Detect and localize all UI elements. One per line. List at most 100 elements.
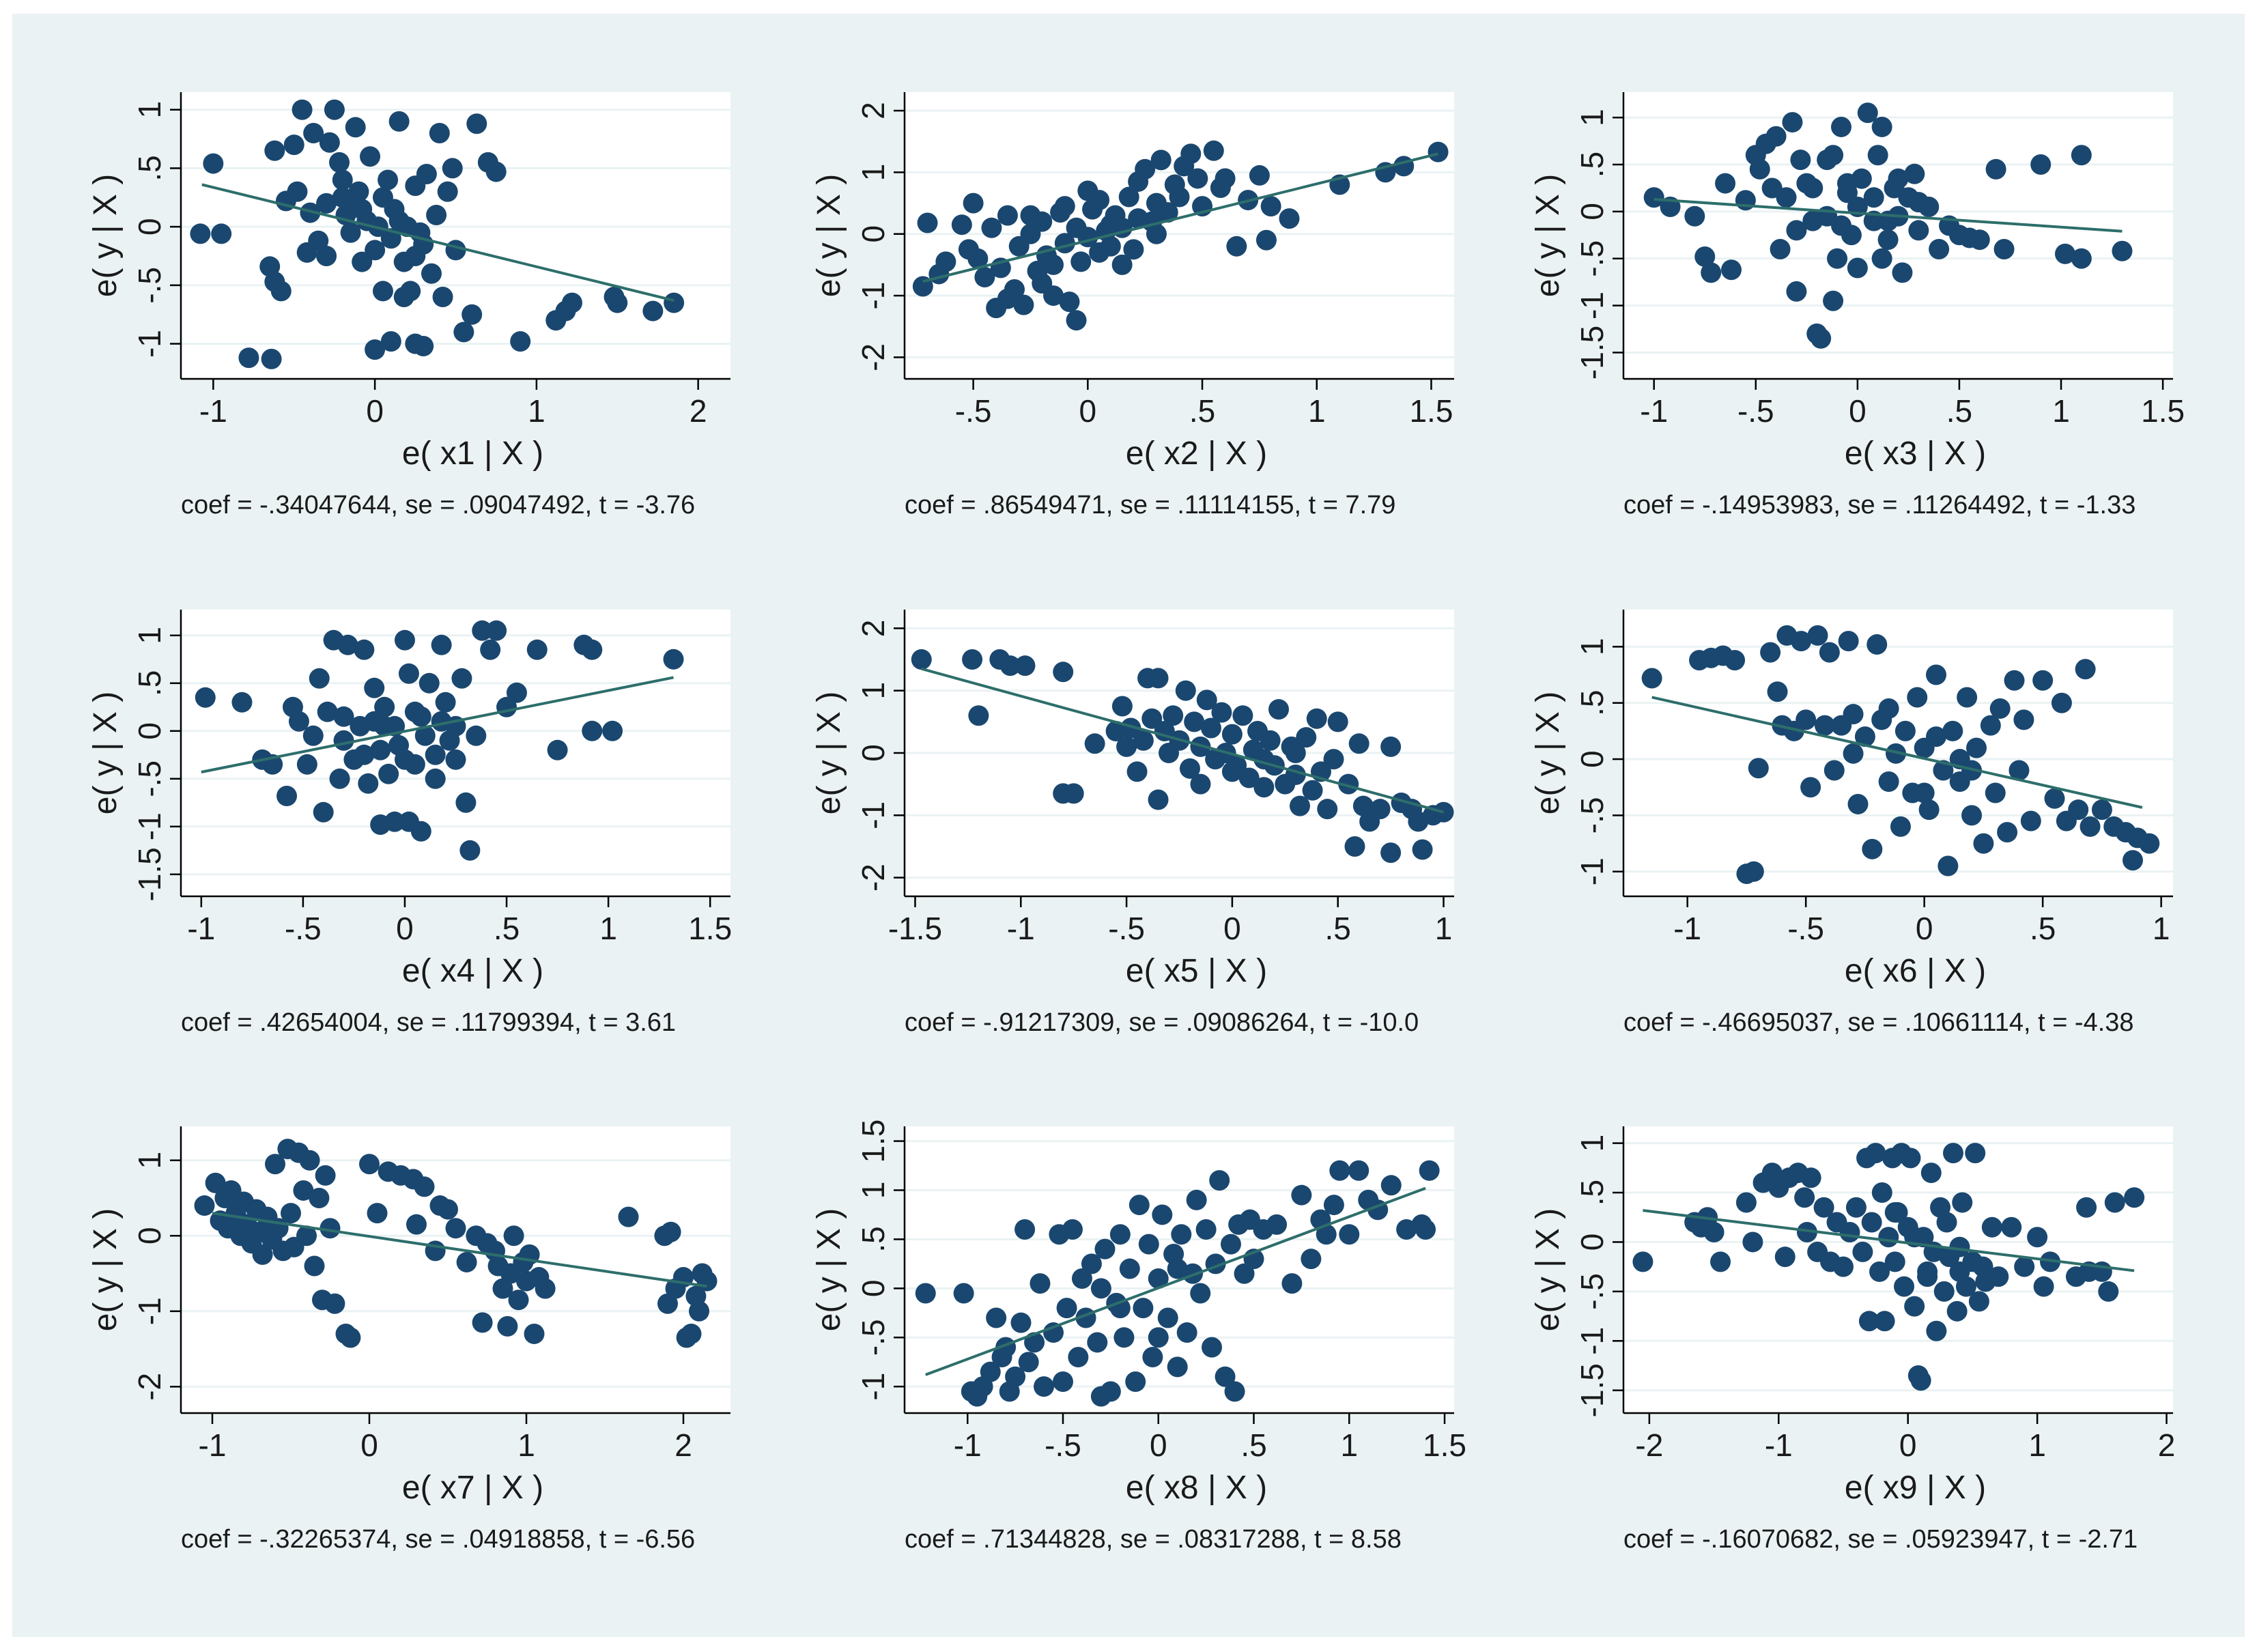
x-axis-title: e( x7 | X ) — [402, 1470, 543, 1506]
data-point — [265, 1154, 285, 1175]
data-point — [1289, 795, 1310, 816]
data-point — [1774, 1247, 1795, 1268]
x-tick-label: -1 — [1640, 393, 1668, 429]
data-point — [1632, 1251, 1653, 1272]
data-point — [1795, 709, 1817, 730]
data-point — [1831, 116, 1852, 137]
data-point — [1782, 112, 1803, 133]
data-point — [1030, 1273, 1051, 1294]
data-point — [445, 1218, 466, 1239]
data-point — [618, 1206, 639, 1227]
data-point — [404, 701, 425, 722]
data-point — [1865, 1143, 1886, 1164]
x-tick-label: 1 — [599, 911, 617, 946]
x-tick-label: 1 — [528, 393, 545, 429]
data-point — [1684, 205, 1705, 227]
data-point — [1238, 767, 1260, 788]
data-point — [1857, 102, 1878, 124]
data-point — [492, 1278, 513, 1299]
data-point — [1767, 681, 1788, 702]
data-point — [388, 210, 410, 231]
x-axis-title: e( x2 | X ) — [1126, 436, 1267, 472]
data-point — [1867, 145, 1888, 166]
x-tick-label: 0 — [1079, 393, 1097, 429]
data-point — [1907, 687, 1928, 708]
data-point — [1817, 149, 1838, 171]
data-point — [1068, 1347, 1089, 1368]
data-point — [304, 1255, 325, 1277]
data-point — [2027, 1227, 2048, 1248]
data-point — [1013, 294, 1034, 315]
data-point — [1871, 116, 1892, 137]
data-point — [1221, 761, 1243, 782]
data-point — [1966, 737, 1987, 758]
y-tick-label: 1 — [855, 1182, 891, 1199]
data-point — [1393, 156, 1415, 177]
data-point — [1942, 720, 1963, 741]
data-point — [1890, 816, 1911, 837]
y-axis-title: e( y | X ) — [1530, 692, 1566, 815]
x-tick-label: .5 — [1946, 393, 1972, 429]
y-tick-label: -.5 — [1574, 240, 1610, 277]
data-point — [935, 251, 956, 272]
data-point — [281, 1203, 301, 1224]
data-point — [1847, 793, 1869, 814]
data-point — [1428, 141, 1449, 162]
data-point — [1249, 165, 1270, 186]
data-point — [438, 1199, 458, 1220]
data-point — [466, 725, 487, 746]
data-point — [421, 263, 442, 284]
y-tick-label: 2 — [855, 620, 891, 638]
data-point — [1791, 631, 1812, 652]
data-point — [2076, 1197, 2097, 1218]
data-point — [1071, 1268, 1092, 1289]
data-point — [1352, 795, 1374, 816]
data-point — [1961, 805, 1983, 826]
y-tick-label: -1 — [1574, 857, 1610, 885]
data-point — [393, 287, 414, 307]
data-point — [1858, 1311, 1879, 1332]
data-point — [2001, 1216, 2022, 1238]
data-point — [1813, 1197, 1834, 1218]
data-point — [1100, 214, 1121, 236]
data-point — [1148, 1327, 1169, 1348]
data-point — [1179, 758, 1200, 779]
panel-7: -2 -1 0 1 -1 0 1 2 e( x7 | X ) e( y | X ) coef = -… — [87, 1126, 730, 1554]
data-point — [486, 620, 507, 641]
data-point — [607, 292, 628, 313]
data-point — [1981, 1216, 2002, 1238]
x-tick-label: -1 — [199, 1427, 227, 1463]
data-point — [1281, 1273, 1303, 1294]
data-point — [2091, 799, 2112, 821]
data-point — [508, 1290, 529, 1311]
data-point — [981, 217, 1002, 238]
data-point — [1955, 1276, 1976, 1297]
data-point — [276, 786, 298, 806]
data-point — [453, 322, 474, 343]
data-point — [418, 672, 440, 694]
data-point — [354, 639, 375, 660]
data-point — [1152, 1204, 1173, 1225]
data-point — [689, 1300, 709, 1322]
data-point — [2030, 154, 2052, 175]
data-point — [968, 705, 989, 726]
fit-line — [212, 1212, 707, 1288]
data-point — [203, 153, 224, 174]
y-tick-label: 1 — [1574, 638, 1610, 656]
data-point — [359, 1154, 380, 1175]
x-tick-label: 2 — [675, 1427, 692, 1463]
data-point — [1190, 1283, 1211, 1304]
data-point — [1344, 836, 1365, 857]
x-tick-label: 1.5 — [1423, 1427, 1466, 1463]
data-point — [195, 687, 216, 708]
x-tick-label: -.5 — [1108, 911, 1145, 946]
data-point — [317, 701, 338, 722]
x-tick-label: -.5 — [955, 393, 992, 429]
data-point — [1863, 187, 1884, 208]
data-point — [1180, 143, 1202, 165]
data-point — [1014, 655, 1036, 677]
data-point — [337, 634, 358, 655]
data-point — [1119, 1258, 1140, 1279]
x-axis-title: e( x4 | X ) — [402, 953, 543, 989]
